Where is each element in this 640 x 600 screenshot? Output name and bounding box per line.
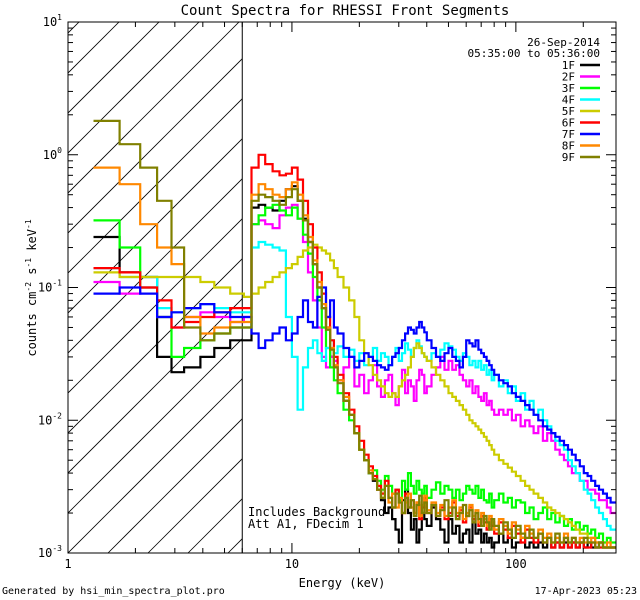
legend-label-4F: 4F	[562, 94, 575, 107]
legend-label-2F: 2F	[562, 71, 575, 84]
x-tick-label: 1	[64, 557, 71, 571]
y-axis-label: counts cm-2 s-1 keV-1	[24, 219, 39, 356]
x-tick-label: 100	[505, 557, 527, 571]
plot-frame	[67, 21, 617, 554]
legend-label-9F: 9F	[562, 151, 575, 164]
hatch-line	[308, 0, 640, 553]
y-tick-label: 100	[43, 146, 62, 162]
legend-label-6F: 6F	[562, 117, 575, 130]
y-label-exp1: -2	[24, 282, 33, 292]
hatch-line	[68, 378, 243, 553]
hatch-line	[68, 298, 243, 474]
hatch-line	[68, 22, 160, 114]
series-line-9F	[93, 119, 616, 549]
y-tick-label: 10-2	[38, 411, 62, 427]
footer-generated: Generated by hsi_min_spectra_plot.pro	[2, 586, 225, 597]
hatch-line	[0, 0, 108, 553]
hatch-line	[68, 22, 240, 194]
hatch-line	[227, 538, 243, 553]
series-line-4F	[93, 240, 616, 531]
hatch-line	[428, 0, 640, 553]
hatch-line	[68, 338, 243, 514]
hatch-line	[348, 0, 640, 553]
excluded-energy-hatch	[0, 0, 640, 553]
y-tick-label: 101	[43, 13, 62, 29]
legend: 26-Sep-2014 05:35:00 to 05:36:00 1F2F3F4…	[468, 36, 601, 164]
legend-label-1F: 1F	[562, 59, 575, 72]
y-label-base: counts cm	[25, 292, 39, 357]
y-label-mid1: s	[25, 268, 39, 282]
hatch-line	[468, 0, 640, 553]
legend-label-8F: 8F	[562, 140, 575, 153]
series-line-5F	[93, 243, 616, 549]
hatch-line	[588, 0, 640, 553]
annotation-attenuator: Att A1, FDecim 1	[248, 517, 364, 531]
hatch-line	[0, 0, 28, 553]
footer-date: 17-Apr-2023 05:23	[535, 586, 637, 597]
hatch-line	[68, 22, 200, 154]
y-tick-label: 10-1	[38, 279, 62, 295]
chart-title: Count Spectra for RHESSI Front Segments	[181, 3, 510, 19]
hatch-line	[68, 138, 243, 314]
legend-time-range: 05:35:00 to 05:36:00	[468, 47, 600, 60]
hatch-line	[68, 98, 243, 274]
legend-label-3F: 3F	[562, 82, 575, 95]
hatch-line	[68, 178, 243, 354]
legend-label-7F: 7F	[562, 128, 575, 141]
series-line-1F	[93, 185, 616, 549]
annotation-background: Includes Background	[248, 505, 385, 519]
hatch-line	[68, 22, 120, 74]
legend-date: 26-Sep-2014	[527, 36, 600, 49]
x-tick-label: 10	[285, 557, 299, 571]
y-tick-label: 10-3	[38, 544, 62, 560]
series-line-2F	[93, 203, 616, 515]
hatch-line	[388, 0, 640, 553]
y-label-exp2: -1	[24, 258, 33, 268]
series-line-8F	[93, 166, 616, 549]
hatch-line	[628, 0, 640, 553]
hatch-lines	[0, 0, 640, 553]
y-label-mid2: keV	[25, 229, 39, 258]
series-line-7F	[93, 286, 616, 504]
series-group	[93, 119, 616, 549]
hatch-line	[107, 418, 243, 553]
hatch-line	[68, 218, 243, 394]
y-label-exp3: -1	[24, 219, 33, 229]
x-axis-label: Energy (keV)	[299, 576, 386, 590]
legend-label-5F: 5F	[562, 105, 575, 118]
